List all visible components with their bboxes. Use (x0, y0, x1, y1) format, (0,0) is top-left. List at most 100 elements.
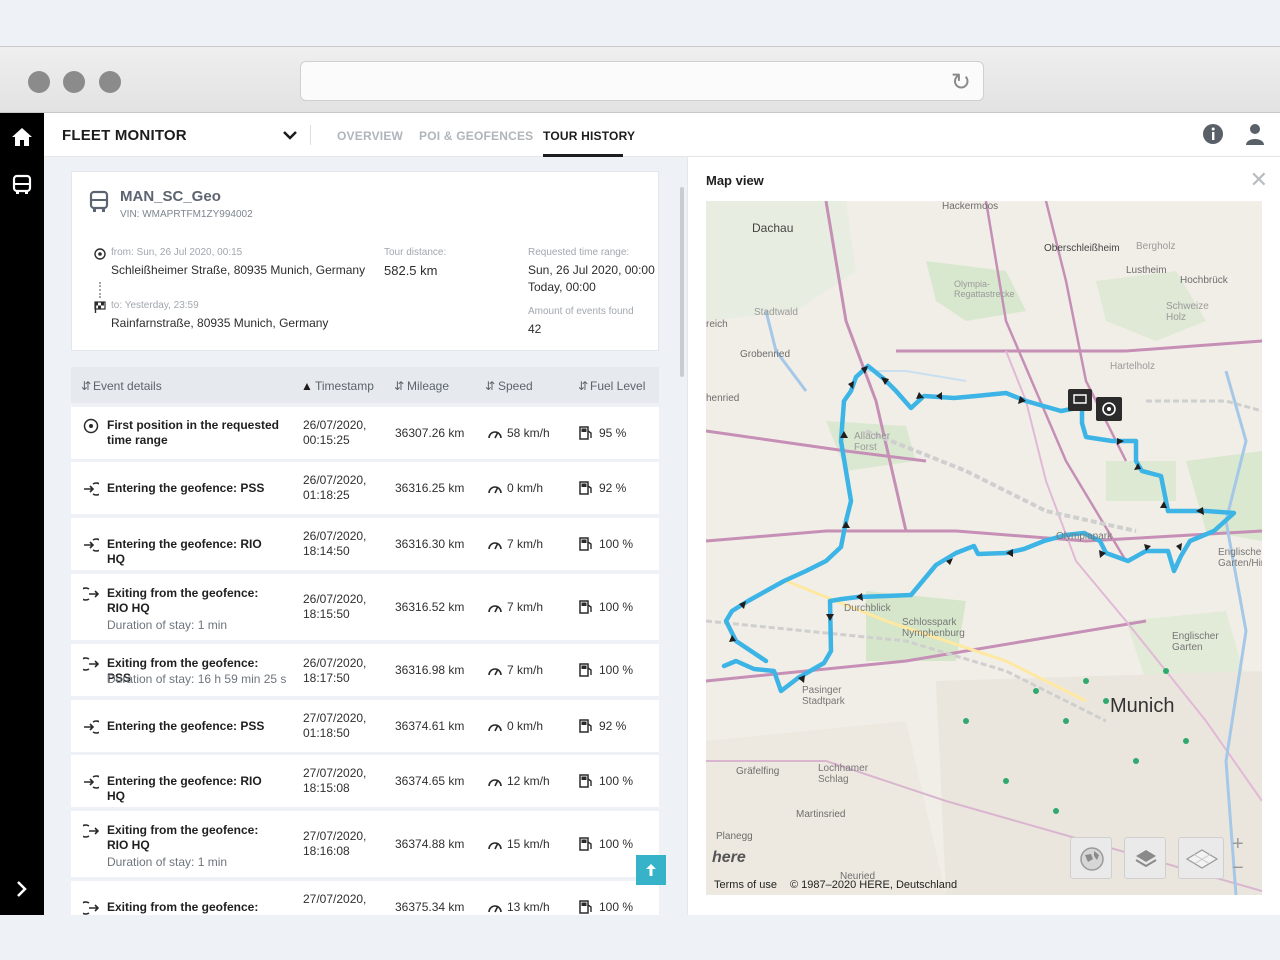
fuel-pump-icon (579, 537, 592, 551)
mileage-value: 36316.98 km (395, 663, 465, 677)
map-label-durchblick: Durchblick (844, 603, 891, 614)
table-row[interactable]: Exiting from the geofence: PSS Duration o… (71, 644, 659, 696)
tour-details-pane: MAN_SC_Geo VIN: WMAPRTFM1ZY994002 from: … (44, 157, 687, 915)
layers-button[interactable] (1124, 837, 1166, 879)
header-timestamp[interactable]: Timestamp (315, 379, 374, 393)
tab-overview[interactable]: OVERVIEW (337, 129, 404, 143)
event-title: Entering the geofence: RIO HQ (107, 537, 262, 566)
window-close-dot[interactable] (28, 71, 50, 93)
speed-value: 7 km/h (507, 600, 544, 614)
tour-distance-label: Tour distance: (384, 247, 447, 258)
sort-icon[interactable]: ⇵ (578, 379, 589, 393)
home-icon[interactable] (10, 125, 34, 149)
timestamp-time: 00:15:25 (303, 433, 350, 447)
enter-icon (84, 482, 99, 496)
table-row[interactable]: First position in the requested time ran… (71, 407, 659, 459)
timestamp-date: 27/07/2020, (303, 892, 367, 906)
map-label-schlosspark: Schlosspark Nymphenburg (902, 617, 965, 639)
globe-icon (1080, 847, 1104, 871)
tab-poi-geofences[interactable]: POI & GEOFENCES (419, 129, 534, 143)
table-row[interactable]: Entering the geofence: RIO HQ 27/07/2020,… (71, 755, 659, 807)
zoom-in-button[interactable]: + (1232, 833, 1244, 855)
satellite-view-button[interactable] (1178, 837, 1224, 879)
divider (310, 125, 311, 145)
tab-tour-history[interactable]: TOUR HISTORY (543, 129, 636, 143)
route-connector (99, 282, 101, 298)
map-label-schweize-holz: Schweize Holz (1166, 301, 1209, 323)
url-bar[interactable]: ↻ (300, 61, 984, 101)
mileage-value: 36375.34 km (395, 900, 465, 914)
timestamp-date: 26/07/2020, (303, 529, 367, 543)
chevron-down-icon[interactable] (280, 125, 300, 145)
speedometer-icon (488, 905, 502, 913)
timestamp-time: 18:15:08 (303, 781, 350, 795)
map-label-munich: Munich (1110, 695, 1175, 717)
mileage-value: 36374.61 km (395, 719, 465, 733)
from-label: from: Sun, 26 Jul 2020, 00:15 (111, 247, 243, 258)
event-duration: Duration of stay: 16 h 59 min 25 s (107, 672, 287, 686)
map-label-englischer-garten: Englischer Garten/Hirsch (1218, 547, 1262, 569)
close-icon[interactable]: ✕ (1249, 167, 1268, 192)
sort-asc-icon[interactable]: ▲ (301, 379, 313, 393)
timestamp-date: 27/07/2020, (303, 711, 367, 725)
table-row[interactable]: Exiting from the geofence: RIO HQ Duratio… (71, 811, 659, 877)
fuel-level-value: 100 % (599, 600, 634, 614)
timestamp-date: 26/07/2020, (303, 592, 367, 606)
table-row[interactable]: Entering the geofence: PSS 27/07/2020, 01:… (71, 700, 659, 752)
fuel-level-value: 92 % (599, 719, 627, 733)
fuel-level-value: 100 % (599, 774, 634, 788)
sort-icon[interactable]: ⇵ (394, 379, 405, 393)
globe-view-button[interactable] (1070, 837, 1112, 879)
app-name: FLEET MONITOR (62, 127, 187, 144)
exit-icon (83, 824, 99, 838)
map-label-bergholz: Bergholz (1136, 241, 1176, 252)
timestamp-date: 26/07/2020, (303, 418, 367, 432)
user-icon[interactable] (1244, 123, 1266, 145)
header-mileage[interactable]: Mileage (407, 379, 450, 393)
zoom-controls: + − (1230, 833, 1250, 883)
map-label-planegg: Planegg (716, 831, 753, 842)
mileage-value: 36316.52 km (395, 600, 465, 614)
events-found-value: 42 (528, 322, 542, 336)
speed-value: 0 km/h (507, 481, 544, 495)
table-row[interactable]: Entering the geofence: RIO HQ 26/07/2020,… (71, 518, 659, 570)
enter-icon (84, 538, 99, 552)
header-fuel-level[interactable]: Fuel Level (590, 379, 646, 393)
mileage-value: 36316.30 km (395, 537, 465, 551)
terms-of-use-link[interactable]: Terms of use (714, 879, 777, 891)
timestamp-time: 18:17:50 (303, 671, 350, 685)
info-icon[interactable] (1202, 123, 1224, 145)
header-event-details[interactable]: Event details (93, 379, 162, 393)
bus-icon[interactable] (10, 173, 34, 197)
layers-icon (1135, 850, 1157, 868)
speedometer-icon (488, 542, 502, 550)
reload-icon[interactable]: ↻ (950, 69, 971, 96)
table-row[interactable]: Exiting from the geofence: RIO HQ Duratio… (71, 574, 659, 640)
fuel-level-value: 95 % (599, 426, 627, 440)
timestamp-time: 18:16:08 (303, 844, 350, 858)
sort-icon[interactable]: ⇵ (81, 379, 92, 393)
event-title: First position in the requested time ran… (107, 418, 280, 447)
speed-value: 13 km/h (507, 900, 550, 914)
table-row[interactable]: Entering the geofence: PSS 26/07/2020, 01:… (71, 462, 659, 514)
map-label-lustheim: Lustheim (1126, 265, 1167, 276)
window-minimize-dot[interactable] (63, 71, 85, 93)
target-icon (83, 418, 99, 434)
map-label-englischer-garten-south: Englischer Garten (1172, 631, 1219, 653)
expand-chevron-icon[interactable] (10, 877, 34, 901)
fuel-pump-icon (579, 663, 592, 677)
event-title: Entering the geofence: PSS (107, 719, 265, 733)
sort-icon[interactable]: ⇵ (485, 379, 496, 393)
map-label-grafelfing: Gräfelfing (736, 766, 780, 777)
map-label-hartelholz: Hartelholz (1110, 361, 1156, 372)
map-view[interactable]: Hackermoos Dachau Oberschleißheim Bergho… (706, 201, 1262, 895)
scroll-to-top-button[interactable] (636, 855, 666, 885)
window-maximize-dot[interactable] (99, 71, 121, 93)
header-speed[interactable]: Speed (498, 379, 533, 393)
table-row[interactable]: Exiting from the geofence: PSS 27/07/2020… (71, 881, 659, 915)
mileage-value: 36316.25 km (395, 481, 465, 495)
zoom-out-button[interactable]: − (1232, 857, 1244, 879)
scrollbar-thumb[interactable] (680, 187, 684, 377)
mileage-value: 36374.88 km (395, 837, 465, 851)
speed-value: 7 km/h (507, 663, 544, 677)
